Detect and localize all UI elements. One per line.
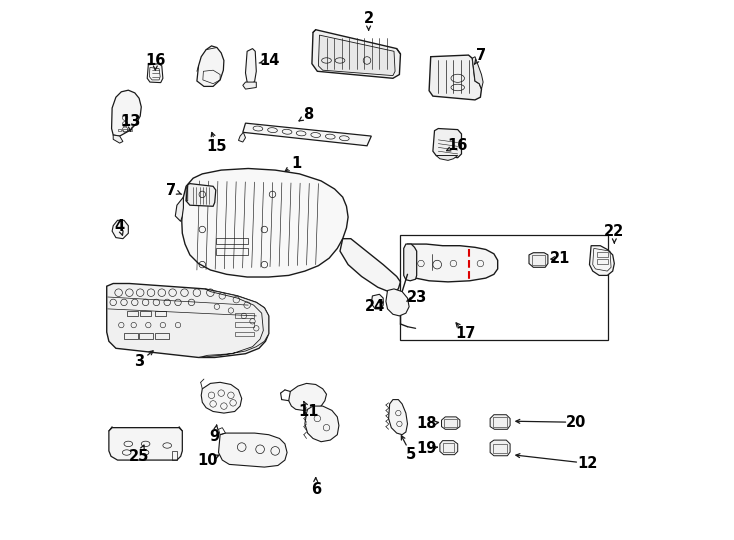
Text: 1: 1 bbox=[291, 156, 302, 171]
Polygon shape bbox=[529, 253, 548, 267]
Polygon shape bbox=[175, 197, 184, 221]
Polygon shape bbox=[113, 135, 123, 143]
Polygon shape bbox=[433, 129, 462, 158]
Text: 16: 16 bbox=[448, 138, 468, 153]
Bar bbox=[235, 313, 254, 318]
Polygon shape bbox=[490, 440, 510, 456]
Polygon shape bbox=[388, 400, 407, 435]
Polygon shape bbox=[319, 35, 395, 76]
Text: 5: 5 bbox=[406, 447, 416, 462]
Polygon shape bbox=[198, 289, 269, 357]
Polygon shape bbox=[386, 289, 409, 316]
Text: 7: 7 bbox=[167, 183, 177, 198]
Bar bbox=[216, 248, 248, 255]
Text: 21: 21 bbox=[550, 251, 570, 266]
Text: 2: 2 bbox=[363, 11, 374, 26]
Polygon shape bbox=[112, 220, 128, 239]
Text: 23: 23 bbox=[407, 289, 426, 305]
Bar bbox=[235, 322, 254, 327]
Text: 19: 19 bbox=[416, 441, 437, 456]
Bar bbox=[117, 129, 121, 131]
Bar bbox=[401, 235, 608, 340]
Polygon shape bbox=[186, 184, 216, 206]
Polygon shape bbox=[442, 417, 460, 429]
Bar bbox=[156, 333, 169, 339]
Text: 3: 3 bbox=[134, 354, 144, 369]
Polygon shape bbox=[429, 55, 482, 100]
Text: 15: 15 bbox=[207, 139, 227, 154]
Polygon shape bbox=[243, 82, 256, 89]
Bar bbox=[493, 417, 507, 427]
Text: 6: 6 bbox=[310, 482, 321, 497]
Polygon shape bbox=[182, 168, 348, 277]
Polygon shape bbox=[440, 441, 458, 455]
Text: 24: 24 bbox=[365, 299, 385, 314]
Polygon shape bbox=[148, 64, 163, 83]
Polygon shape bbox=[197, 46, 224, 86]
Polygon shape bbox=[106, 284, 269, 357]
Polygon shape bbox=[219, 433, 287, 467]
Bar bbox=[123, 129, 127, 131]
Polygon shape bbox=[112, 90, 141, 136]
Bar bbox=[235, 332, 254, 336]
Bar bbox=[531, 255, 545, 265]
Text: 22: 22 bbox=[604, 224, 625, 239]
Polygon shape bbox=[288, 383, 327, 410]
Polygon shape bbox=[472, 57, 483, 89]
Polygon shape bbox=[490, 415, 510, 429]
Bar bbox=[127, 310, 137, 316]
Bar bbox=[128, 129, 132, 131]
Bar bbox=[216, 238, 248, 244]
Text: 8: 8 bbox=[304, 107, 314, 122]
Text: 12: 12 bbox=[577, 456, 597, 471]
Bar bbox=[139, 333, 153, 339]
Polygon shape bbox=[340, 239, 401, 293]
Bar bbox=[493, 444, 507, 453]
Polygon shape bbox=[243, 123, 371, 146]
Text: 20: 20 bbox=[567, 415, 586, 430]
Polygon shape bbox=[245, 49, 256, 85]
Bar bbox=[597, 252, 608, 256]
Polygon shape bbox=[371, 294, 383, 309]
Bar bbox=[443, 443, 454, 452]
Polygon shape bbox=[436, 156, 458, 160]
Polygon shape bbox=[312, 30, 401, 78]
Polygon shape bbox=[589, 246, 614, 275]
Text: 17: 17 bbox=[455, 326, 476, 341]
Bar bbox=[156, 310, 166, 316]
Bar bbox=[444, 418, 457, 427]
Text: 9: 9 bbox=[210, 429, 219, 444]
Polygon shape bbox=[404, 244, 417, 281]
Text: 14: 14 bbox=[260, 53, 280, 68]
Polygon shape bbox=[109, 428, 182, 460]
Bar bbox=[124, 333, 137, 339]
Bar bbox=[597, 259, 608, 264]
Polygon shape bbox=[404, 244, 498, 282]
Polygon shape bbox=[305, 406, 339, 442]
Text: 16: 16 bbox=[145, 53, 165, 68]
Text: 4: 4 bbox=[115, 219, 125, 234]
Text: 18: 18 bbox=[416, 416, 437, 431]
Text: 25: 25 bbox=[129, 449, 149, 464]
Text: 7: 7 bbox=[476, 48, 487, 63]
Text: 11: 11 bbox=[299, 404, 319, 419]
Text: 10: 10 bbox=[197, 453, 218, 468]
Bar bbox=[140, 310, 151, 316]
Polygon shape bbox=[239, 132, 245, 142]
Polygon shape bbox=[201, 382, 241, 413]
Text: 13: 13 bbox=[120, 114, 141, 129]
